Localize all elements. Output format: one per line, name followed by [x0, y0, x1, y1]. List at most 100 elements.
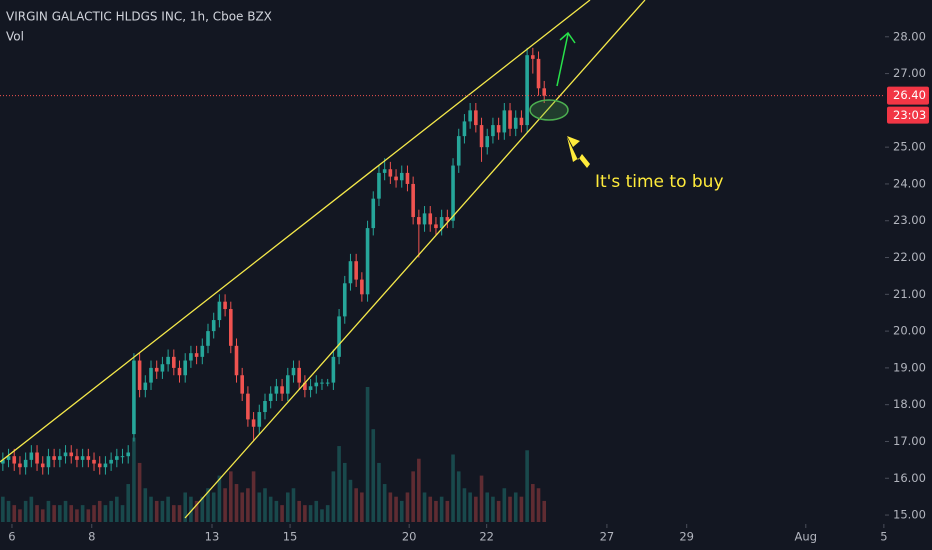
time-axis: [0, 524, 932, 550]
volume-bar: [12, 505, 17, 522]
candle-body: [502, 110, 507, 133]
volume-bar: [468, 492, 472, 522]
candle-body: [35, 452, 39, 464]
candle-body: [29, 452, 34, 460]
candle-body: [354, 261, 358, 280]
volume-bar: [405, 492, 410, 522]
volume-bar: [132, 437, 136, 522]
candle-body: [417, 217, 421, 225]
candle-body: [103, 463, 108, 468]
volume-bar: [137, 462, 142, 522]
volume-bar: [525, 450, 529, 522]
candle-body: [166, 356, 170, 365]
candle-body: [154, 367, 159, 372]
volume-bar: [46, 500, 51, 522]
volume-bar: [29, 496, 34, 522]
y-tick-label: 27.00: [893, 66, 926, 80]
x-tick-label: 6: [8, 530, 15, 544]
candle-body: [75, 456, 79, 460]
volume-bar: [115, 496, 119, 522]
buy-zone: [529, 99, 569, 121]
volume-bar: [200, 496, 205, 522]
volume-bar: [246, 488, 250, 522]
candle-body: [246, 393, 250, 420]
candle-body: [348, 261, 353, 284]
volume-bar: [166, 496, 170, 522]
volume-bar: [80, 505, 85, 522]
x-tick-label: 8: [88, 530, 95, 544]
candle-body: [63, 452, 68, 457]
x-tick-label: 27: [600, 530, 615, 544]
pointer-arrow: [567, 137, 590, 168]
volume-bar: [97, 500, 102, 522]
candle-body: [183, 360, 188, 376]
candle-body: [200, 345, 205, 357]
candle-body: [382, 169, 387, 173]
candle-body: [388, 169, 393, 177]
volume-bar: [52, 505, 56, 522]
candle-body: [342, 283, 347, 317]
candle-body: [314, 382, 319, 387]
candle-body: [291, 367, 296, 376]
volume-bar: [160, 500, 165, 522]
volume-bar: [280, 505, 284, 522]
volume-bar: [63, 500, 68, 522]
volume-bar: [240, 492, 244, 522]
candle-body: [371, 198, 376, 229]
pointer-arrow-head: [567, 136, 580, 147]
y-tick-label: 23.00: [893, 213, 926, 227]
candle-body: [46, 456, 51, 468]
volume-bar: [75, 509, 79, 522]
volume-bar: [337, 446, 341, 522]
candle-body: [126, 452, 131, 457]
upper-trendline: [0, 0, 591, 463]
volume-bar: [422, 492, 427, 522]
volume-bar: [194, 500, 199, 522]
y-tick-label: 17.00: [893, 434, 926, 448]
candle-body: [536, 58, 541, 89]
candle-body: [399, 172, 404, 181]
volume-bar: [456, 471, 461, 522]
candle-body: [217, 301, 222, 321]
volume-bar: [491, 496, 495, 522]
volume-bar: [172, 505, 176, 522]
volume-bar: [177, 505, 182, 522]
volume-bar: [291, 488, 296, 522]
candle-body: [194, 353, 199, 357]
y-tick-label: 22.00: [893, 250, 926, 264]
volume-bar: [285, 492, 290, 522]
candle-body: [542, 88, 547, 96]
candle-body: [331, 356, 336, 383]
volume-bar: [1, 496, 5, 522]
y-tick-label: 28.00: [893, 29, 926, 43]
volume-bar: [103, 505, 108, 522]
volume-bar: [126, 484, 131, 522]
chart-title: VIRGIN GALACTIC HLDGS INC, 1h, Cboe BZX: [6, 10, 272, 24]
candle-body: [268, 393, 273, 402]
candle-body: [12, 456, 17, 464]
candle-body: [115, 456, 119, 460]
countdown-label: 23:03: [893, 108, 926, 122]
candle-body: [6, 456, 11, 460]
last-price-box: [887, 86, 929, 105]
y-tick-label: 24.00: [893, 176, 926, 190]
volume-bar: [251, 471, 256, 522]
candle-body: [177, 367, 182, 376]
candle-body: [189, 353, 193, 361]
volume-bar: [388, 492, 393, 522]
countdown-box: [887, 106, 929, 124]
volume-pane: [1, 387, 547, 522]
candle-body: [80, 456, 85, 460]
volume-bar: [303, 505, 307, 522]
volume-bar: [223, 488, 227, 522]
candle-body: [525, 55, 529, 126]
candle-body: [234, 345, 239, 376]
candle-body: [211, 320, 216, 332]
candle-body: [422, 213, 427, 225]
candle-body: [143, 382, 148, 390]
volume-bar: [360, 492, 364, 522]
candle-body: [320, 382, 324, 384]
y-tick-label: 19.00: [893, 360, 926, 374]
candle-body: [149, 367, 153, 383]
